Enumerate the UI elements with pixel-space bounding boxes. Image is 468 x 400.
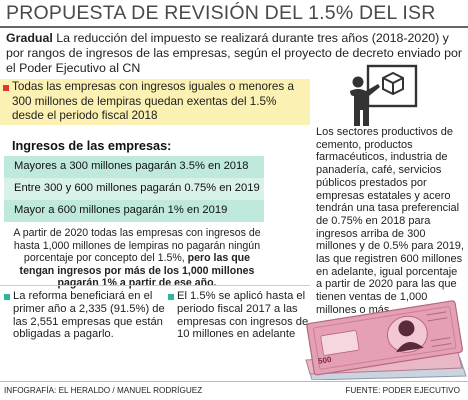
exemption-highlight (0, 79, 310, 125)
income-row-3: Mayor a 600 millones pagarán 1% en 2019 (4, 200, 264, 222)
title-divider (0, 26, 468, 28)
income-heading: Ingresos de las empresas: (12, 139, 172, 153)
teal-square-marker-icon (4, 294, 10, 300)
exemption-note: Todas las empresas con ingresos iguales … (12, 80, 294, 123)
2020-paragraph: A partir de 2020 todas las empresas con … (6, 227, 268, 290)
income-row-3-label: Mayor a 600 millones pagarán 1% en 2019 (14, 204, 228, 216)
section-divider (0, 285, 310, 286)
2020-paragraph-text: A partir de 2020 todas las empresas con … (13, 227, 261, 265)
teal-square-marker-icon (168, 294, 174, 300)
income-row-1: Mayores a 300 millones pagarán 3.5% en 2… (4, 156, 264, 178)
footer-divider (0, 381, 468, 382)
page-title: PROPUESTA DE REVISIÓN DEL 1.5% DEL ISR (6, 2, 436, 24)
footer-source: FUENTE: PODER EJECUTIVO (345, 386, 460, 395)
banknote-denomination: 500 (317, 355, 332, 366)
intro-lead: Gradual (6, 31, 53, 45)
sectors-text: Los sectores productivos de cemento, pro… (316, 126, 464, 316)
income-row-1-label: Mayores a 300 millones pagarán 3.5% en 2… (14, 160, 249, 172)
footer-credit: INFOGRAFÍA: EL HERALDO / MANUEL RODRÍGUE… (4, 386, 203, 395)
intro-paragraph: Gradual La reducción del impuesto se rea… (6, 31, 464, 76)
reform-note: La reforma beneficiará en el primer año … (13, 290, 165, 341)
2020-paragraph-bold: pero las que tengan ingresos por más de … (19, 252, 255, 290)
banknotes-illustration: 500 (305, 300, 467, 380)
income-row-2: Entre 300 y 600 millones pagarán 0.75% e… (4, 178, 264, 200)
presenter-board-icon (350, 64, 418, 126)
intro-text: La reducción del impuesto se realizará d… (6, 31, 462, 75)
red-square-marker-icon (3, 85, 9, 91)
tax-history-note: El 1.5% se aplicó hasta el periodo fisca… (177, 290, 309, 341)
income-row-2-label: Entre 300 y 600 millones pagarán 0.75% e… (14, 182, 260, 194)
